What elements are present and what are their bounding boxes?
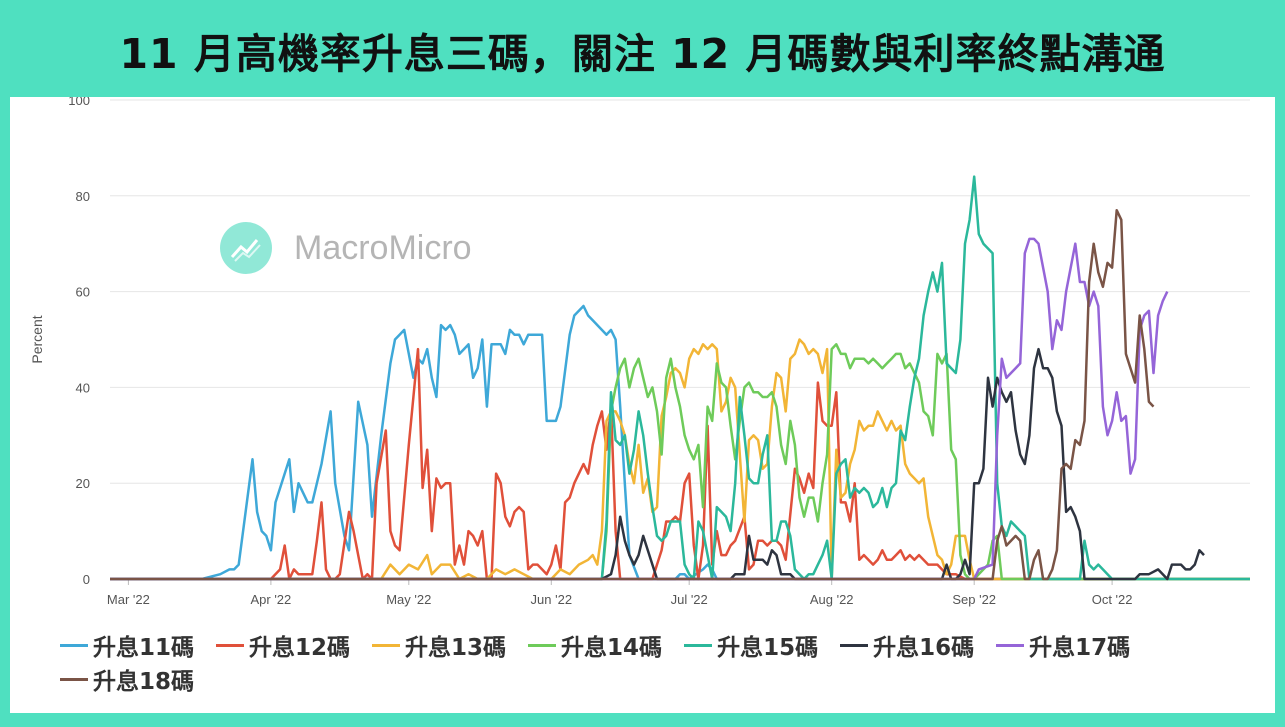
x-tick-label: Apr '22 — [250, 592, 291, 607]
y-tick-label: 60 — [76, 285, 90, 300]
page-title: 11 月高機率升息三碼，關注 12 月碼數與利率終點溝通 — [119, 30, 1166, 78]
legend-label: 升息14碼 — [561, 635, 663, 661]
x-tick-label: Aug '22 — [810, 592, 854, 607]
legend-swatch — [528, 643, 557, 647]
legend-item[interactable]: 升息13碼 — [372, 630, 507, 661]
series-line-7 — [110, 237, 1169, 581]
legend-swatch — [996, 643, 1025, 647]
macromicro-logo-icon — [220, 222, 272, 274]
legend-label: 升息16碼 — [873, 635, 975, 661]
legend-item[interactable]: 升息12碼 — [216, 630, 351, 661]
y-axis-label: Percent — [29, 315, 45, 363]
watermark: MacroMicro — [220, 222, 472, 274]
x-tick-label: May '22 — [386, 592, 431, 607]
y-tick-label: 20 — [76, 476, 90, 491]
series-line-8 — [110, 208, 1155, 581]
legend-swatch — [840, 643, 869, 647]
legend-label: 升息17碼 — [1029, 635, 1131, 661]
y-tick-label: 80 — [76, 189, 90, 204]
series-line-4 — [110, 343, 1250, 581]
y-tick-label: 100 — [68, 97, 90, 108]
x-tick-label: Mar '22 — [107, 592, 150, 607]
legend-label: 升息12碼 — [249, 635, 351, 661]
x-tick-label: Jun '22 — [531, 592, 573, 607]
legend-swatch — [216, 643, 245, 647]
legend-label: 升息13碼 — [405, 635, 507, 661]
legend-swatch — [684, 643, 713, 647]
legend-item[interactable]: 升息11碼 — [60, 630, 195, 661]
y-tick-label: 0 — [83, 572, 90, 587]
legend-swatch — [60, 643, 88, 647]
legend-item[interactable]: 升息17碼 — [996, 630, 1131, 661]
legend-label: 升息11碼 — [93, 635, 195, 661]
series-line-1 — [110, 304, 1250, 581]
legend-item[interactable]: 升息15碼 — [684, 630, 819, 661]
chart-panel: MacroMicro 0 20 40 60 80 100 Mar '22 Apr '22 May… — [10, 97, 1275, 713]
legend-swatch — [372, 643, 401, 647]
legend-item[interactable]: 升息14碼 — [528, 630, 663, 661]
legend-item[interactable]: 升息18碼 — [60, 664, 195, 695]
series-line-2 — [110, 347, 1250, 581]
watermark-text: MacroMicro — [294, 228, 472, 267]
series-line-3 — [110, 338, 1250, 581]
legend-item[interactable]: 升息16碼 — [840, 630, 975, 661]
x-tick-label: Jul '22 — [671, 592, 708, 607]
legend-label: 升息15碼 — [717, 635, 819, 661]
y-tick-label: 40 — [76, 380, 90, 395]
legend: 升息11碼 升息12碼 升息13碼 升息14碼 升息15碼 升息16碼 升息17碼升息18碼 — [60, 630, 1260, 695]
x-tick-label: Oct '22 — [1092, 592, 1133, 607]
legend-label: 升息18碼 — [93, 669, 195, 695]
x-tick-label: Sep '22 — [952, 592, 996, 607]
legend-swatch — [60, 677, 88, 681]
line-chart: 0 20 40 60 80 100 Mar '22 Apr '22 May '22 Jun '22… — [29, 97, 1250, 607]
series-line-6 — [110, 347, 1205, 581]
